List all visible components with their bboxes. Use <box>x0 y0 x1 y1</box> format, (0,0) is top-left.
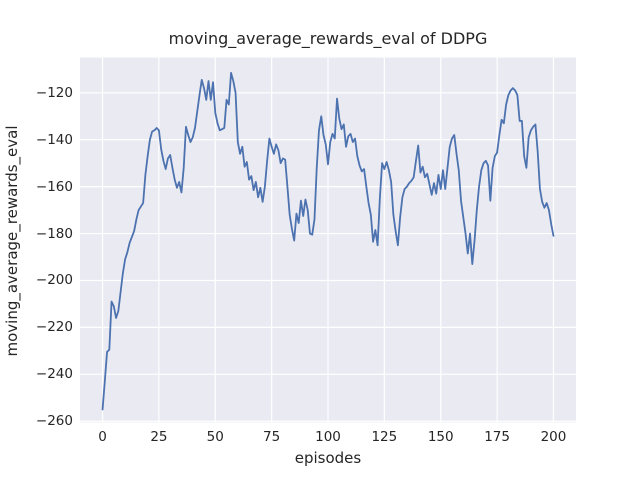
reward-line-series <box>101 71 555 411</box>
x-tick-label: 50 <box>206 429 224 445</box>
chart-title: moving_average_rewards_eval of DDPG <box>168 29 488 48</box>
y-tick-label: −180 <box>35 225 73 242</box>
grid-lines <box>80 57 576 423</box>
x-tick-label: 100 <box>315 429 341 445</box>
x-tick-label: 150 <box>427 429 454 445</box>
x-tick-label: 125 <box>371 429 398 445</box>
y-tick-label: −220 <box>35 319 73 336</box>
x-tick-label: 200 <box>540 429 567 445</box>
y-tick-label: −260 <box>35 413 73 430</box>
y-tick-label: −140 <box>35 131 73 148</box>
y-axis-label: moving_average_rewards_eval <box>3 125 21 357</box>
y-tick-label: −160 <box>35 178 73 195</box>
x-tick-label: 75 <box>263 429 281 445</box>
y-tick-label: −200 <box>35 272 73 289</box>
x-tick-label: 25 <box>150 429 168 445</box>
x-axis-label: episodes <box>294 449 362 467</box>
x-tick-label: 175 <box>484 429 510 445</box>
y-tick-label: −120 <box>35 84 73 101</box>
x-tick-label: 0 <box>98 429 107 445</box>
y-tick-label: −240 <box>35 366 73 383</box>
